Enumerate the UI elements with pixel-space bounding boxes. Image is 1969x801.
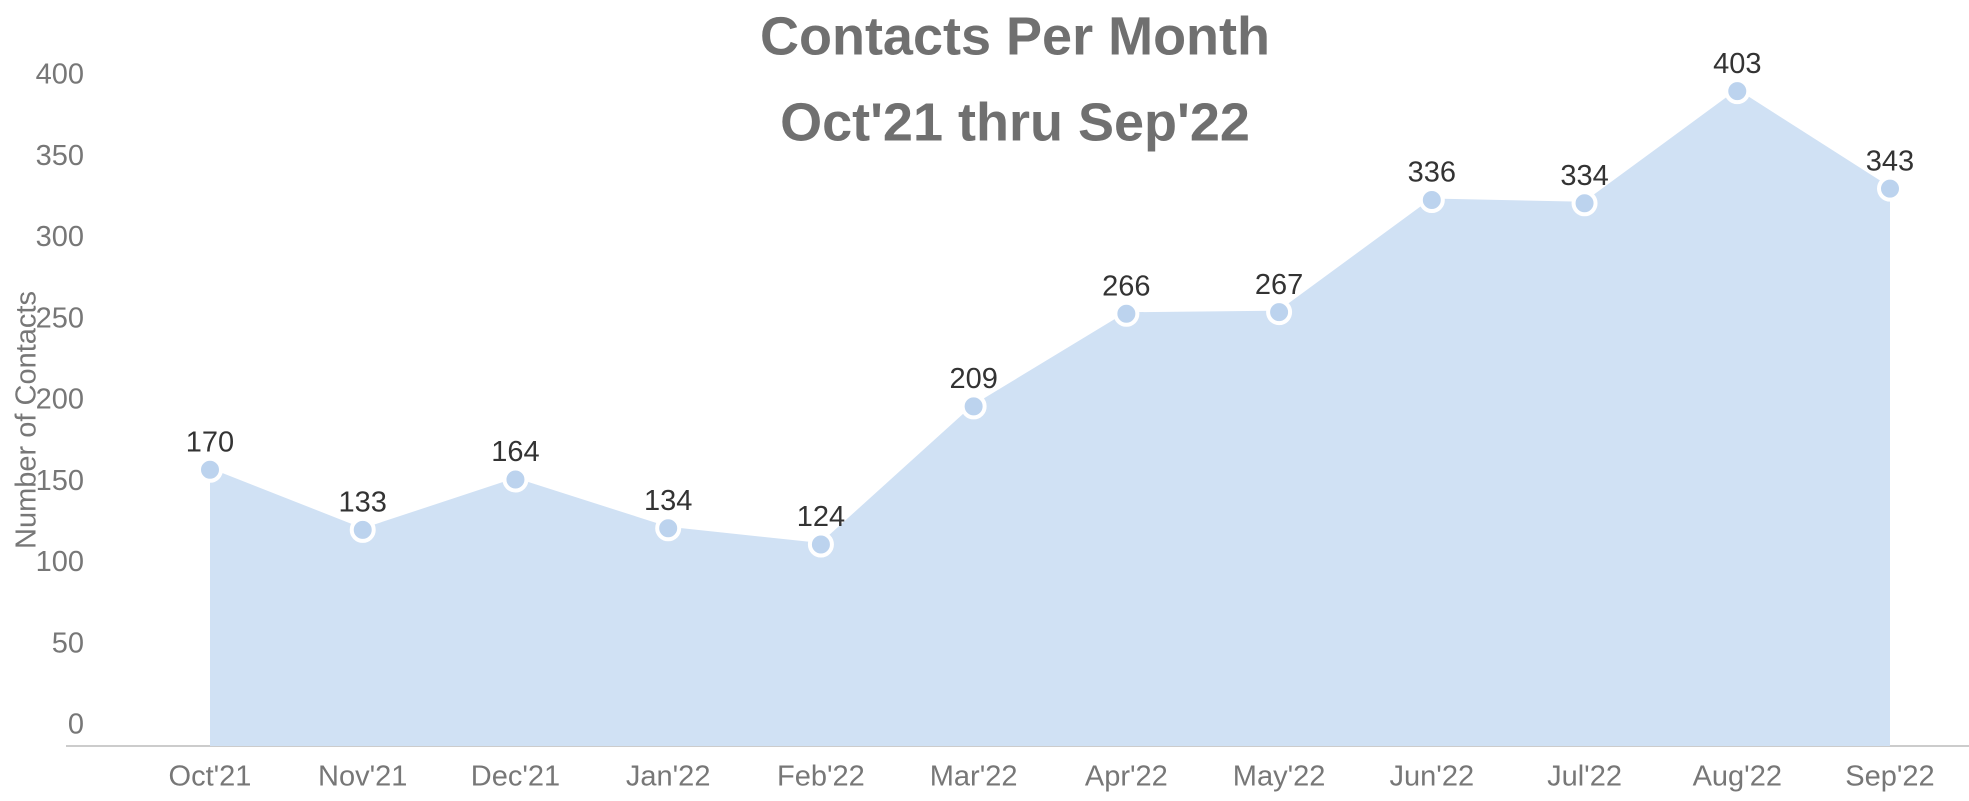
data-label: 267 — [1255, 269, 1303, 301]
x-tick-label: Sep'22 — [1845, 761, 1934, 793]
area — [210, 91, 1890, 746]
x-tick-label: Jan'22 — [626, 761, 711, 793]
line — [209, 89, 1891, 547]
data-label: 334 — [1560, 160, 1608, 192]
data-label: 209 — [949, 363, 997, 395]
data-label: 133 — [339, 487, 387, 519]
y-tick-label: 350 — [36, 140, 84, 172]
y-tick-label: 0 — [68, 709, 84, 741]
data-label: 124 — [797, 501, 845, 533]
data-label: 134 — [644, 485, 692, 517]
chart-title: Contacts Per Month — [760, 6, 1270, 66]
data-label: 343 — [1866, 145, 1914, 177]
y-tick-label: 200 — [36, 384, 84, 416]
marker — [807, 531, 834, 558]
x-tick-label: Aug'22 — [1693, 761, 1782, 793]
marker — [1571, 190, 1598, 217]
x-tick-label: Nov'21 — [318, 761, 407, 793]
marker — [655, 515, 682, 542]
marker — [349, 516, 376, 543]
data-label: 266 — [1102, 270, 1150, 302]
data-label: 336 — [1408, 157, 1456, 189]
data-label: 164 — [491, 436, 539, 468]
y-tick-label: 100 — [36, 546, 84, 578]
x-tick-label: Mar'22 — [930, 761, 1018, 793]
y-tick-label: 50 — [52, 627, 84, 659]
marker — [1418, 187, 1445, 213]
marker — [502, 466, 529, 493]
y-tick-label: 250 — [36, 302, 84, 334]
chart-subtitle: Oct'21 thru Sep'22 — [780, 92, 1250, 152]
marker — [1113, 300, 1140, 327]
x-tick-label: May'22 — [1233, 761, 1326, 793]
y-tick-label: 150 — [36, 465, 84, 497]
x-tick-label: Apr'22 — [1085, 761, 1168, 793]
marker — [960, 393, 987, 420]
x-tick-label: Oct'21 — [169, 761, 252, 793]
x-tick-label: Feb'22 — [777, 761, 865, 793]
data-label: 170 — [186, 426, 234, 458]
y-tick-label: 400 — [36, 59, 84, 91]
y-axis-label: Number of Contacts — [11, 291, 43, 549]
x-tick-label: Dec'21 — [471, 761, 560, 793]
y-tick-label: 300 — [36, 221, 84, 253]
marker — [197, 456, 223, 483]
marker — [1266, 299, 1293, 326]
marker — [1724, 78, 1751, 105]
x-tick-label: Jun'22 — [1390, 761, 1475, 793]
x-tick-label: Jul'22 — [1547, 761, 1622, 793]
data-label: 403 — [1713, 48, 1761, 80]
marker — [1877, 175, 1903, 202]
